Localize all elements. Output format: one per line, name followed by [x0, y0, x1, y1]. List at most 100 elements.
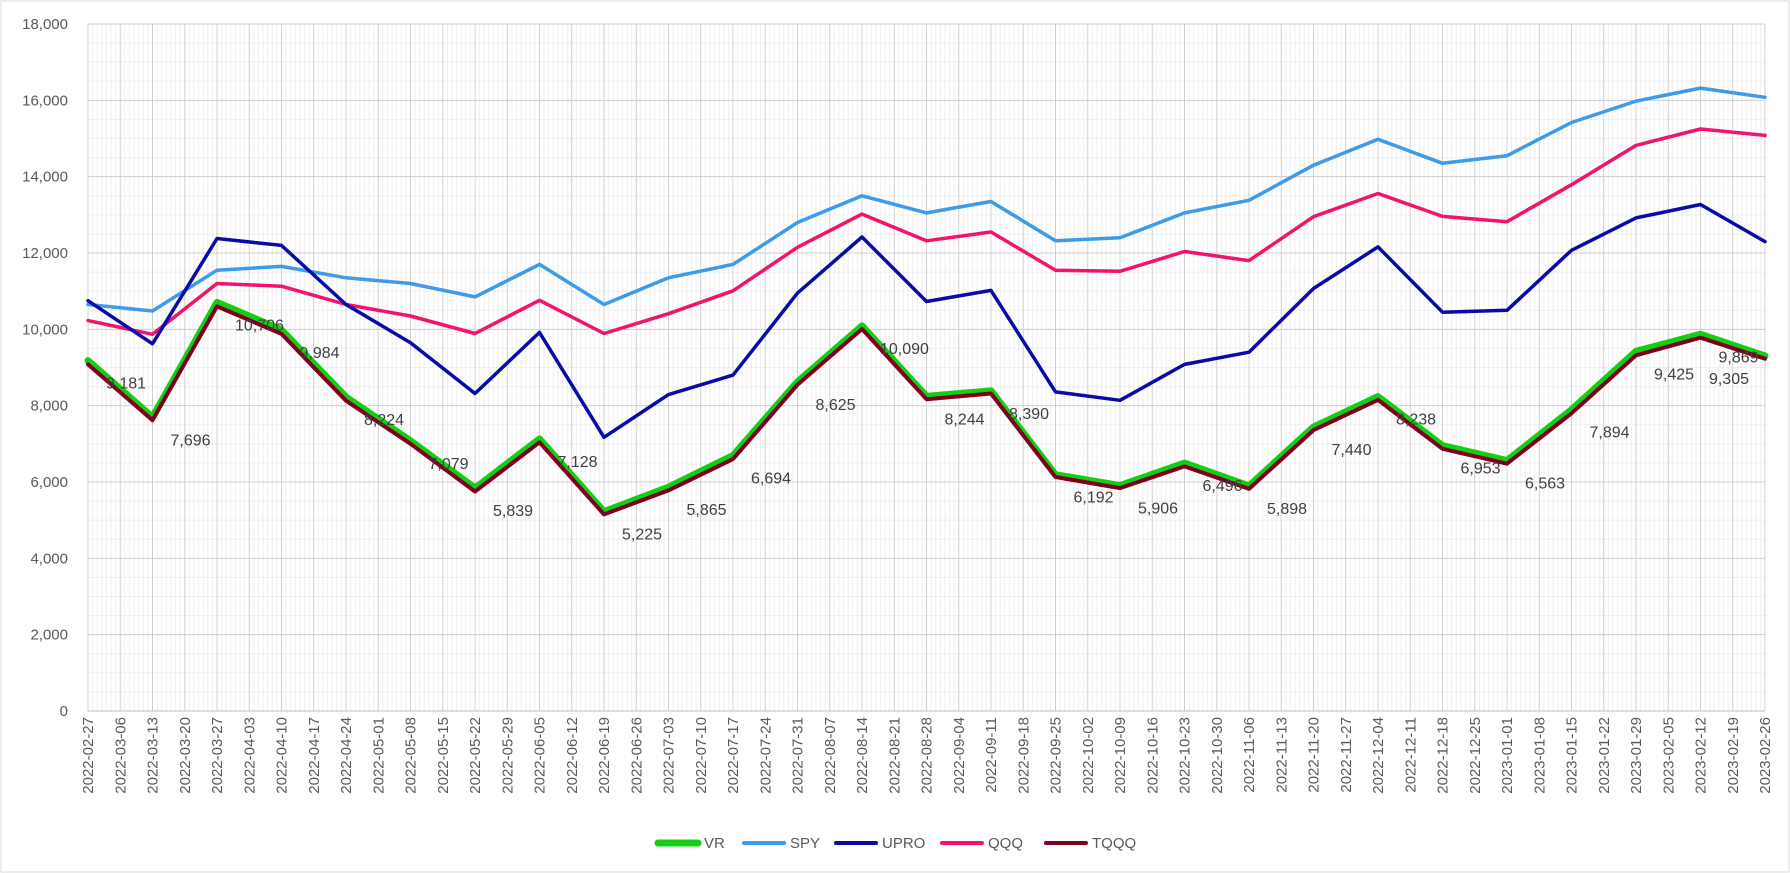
- x-tick-label: 2022-07-17: [725, 717, 742, 794]
- x-tick-label: 2023-01-22: [1596, 717, 1613, 794]
- x-tick-label: 2023-02-12: [1693, 717, 1710, 794]
- data-label: 8,244: [945, 411, 985, 428]
- x-tick-label: 2022-08-07: [822, 717, 839, 794]
- x-tick-label: 2022-04-24: [338, 717, 355, 794]
- x-tick-label: 2022-05-08: [403, 717, 420, 794]
- y-tick-label: 0: [60, 703, 68, 720]
- x-tick-label: 2022-12-04: [1370, 717, 1387, 794]
- data-label: 6,563: [1525, 476, 1565, 493]
- data-label: 5,906: [1138, 501, 1178, 518]
- data-label: 7,894: [1590, 425, 1630, 442]
- data-label: 5,225: [622, 527, 662, 544]
- x-tick-label: 2022-08-21: [886, 717, 903, 794]
- data-label: 6,694: [751, 471, 791, 488]
- x-tick-label: 2023-02-19: [1725, 717, 1742, 794]
- x-tick-label: 2022-07-24: [757, 717, 774, 794]
- x-tick-label: 2022-03-13: [145, 717, 162, 794]
- y-tick-label: 6,000: [30, 474, 68, 491]
- data-label: 9,869: [1719, 349, 1759, 366]
- x-tick-label: 2022-09-25: [1048, 717, 1065, 794]
- series-line-qqq: [86, 127, 1767, 337]
- series-line-tqqq: [86, 304, 1767, 517]
- x-tick-label: 2022-10-16: [1144, 717, 1161, 794]
- series-line-upro: [86, 202, 1767, 440]
- x-tick-label: 2022-10-23: [1177, 717, 1194, 794]
- y-tick-label: 12,000: [22, 245, 68, 262]
- data-label: 6,953: [1461, 461, 1501, 478]
- x-tick-label: 2022-10-09: [1112, 717, 1129, 794]
- x-tick-label: 2022-09-11: [983, 717, 1000, 793]
- x-tick-label: 2022-05-29: [499, 717, 516, 794]
- x-tick-label: 2022-06-05: [532, 717, 549, 794]
- data-label: 8,238: [1396, 412, 1436, 429]
- x-tick-label: 2023-02-26: [1757, 717, 1774, 794]
- legend-label: TQQQ: [1092, 835, 1136, 852]
- x-tick-label: 2022-12-18: [1435, 717, 1452, 794]
- x-tick-label: 2023-01-29: [1628, 717, 1645, 794]
- y-tick-label: 18,000: [22, 16, 68, 33]
- series-line-spy: [86, 86, 1767, 313]
- data-label: 9,425: [1654, 366, 1694, 383]
- x-tick-label: 2023-01-15: [1564, 717, 1581, 794]
- legend-label: QQQ: [988, 835, 1023, 852]
- x-tick-label: 2022-04-10: [274, 717, 291, 794]
- x-tick-label: 2022-11-27: [1338, 717, 1355, 793]
- legend-label: VR: [704, 835, 725, 852]
- x-tick-label: 2022-06-12: [564, 717, 581, 794]
- data-label: 5,865: [687, 502, 727, 519]
- data-label: 9,305: [1709, 371, 1749, 388]
- x-tick-label: 2022-12-11: [1402, 717, 1419, 793]
- y-tick-label: 10,000: [22, 321, 68, 338]
- x-tick-label: 2022-07-10: [693, 717, 710, 794]
- series-lines: [84, 86, 1769, 517]
- x-tick-label: 2022-05-15: [435, 717, 452, 794]
- y-tick-label: 14,000: [22, 169, 68, 186]
- data-label: 8,625: [816, 397, 856, 414]
- x-tick-label: 2022-05-01: [370, 717, 387, 794]
- x-tick-label: 2022-10-30: [1209, 717, 1226, 794]
- data-label: 8,390: [1009, 406, 1049, 423]
- x-tick-label: 2022-10-02: [1080, 717, 1097, 794]
- data-label: 5,898: [1267, 501, 1307, 518]
- x-tick-label: 2023-01-01: [1499, 717, 1516, 794]
- x-tick-label: 2022-07-03: [661, 717, 678, 794]
- minor-gridlines: [88, 24, 1765, 711]
- x-tick-label: 2023-02-05: [1660, 717, 1677, 794]
- data-label: 10,090: [880, 341, 929, 358]
- y-tick-label: 2,000: [30, 627, 68, 644]
- data-label: 7,696: [171, 432, 211, 449]
- data-label: 7,079: [429, 456, 469, 473]
- data-label: 10,706: [235, 317, 284, 334]
- x-tick-label: 2022-04-03: [241, 717, 258, 794]
- x-tick-label: 2022-06-26: [628, 717, 645, 794]
- x-tick-label: 2022-07-31: [790, 717, 807, 794]
- y-tick-label: 4,000: [30, 550, 68, 567]
- legend-label: UPRO: [882, 835, 925, 852]
- data-labels: 9,181 7,696 10,706 9,984 8,224 7,079 5,839 7,12…: [106, 317, 1759, 543]
- y-axis: 0 2,000 4,000 6,000 8,000 10,000 12,000 14,000 1…: [22, 16, 68, 720]
- x-tick-label: 2022-11-06: [1241, 717, 1258, 793]
- x-tick-label: 2022-08-28: [919, 717, 936, 794]
- legend: VR SPY UPRO QQQ TQQQ: [654, 835, 1136, 852]
- y-tick-label: 16,000: [22, 92, 68, 109]
- legend-item-upro: UPRO: [834, 835, 925, 852]
- x-tick-label: 2022-02-27: [80, 717, 97, 794]
- legend-item-vr: VR: [654, 835, 725, 852]
- x-tick-label: 2022-06-19: [596, 717, 613, 794]
- x-tick-label: 2022-03-27: [209, 717, 226, 794]
- data-label: 6,192: [1074, 490, 1114, 507]
- y-tick-label: 8,000: [30, 398, 68, 415]
- data-label: 9,181: [106, 376, 146, 393]
- x-tick-label: 2022-03-06: [112, 717, 129, 794]
- data-label: 5,839: [493, 503, 533, 520]
- legend-item-tqqq: TQQQ: [1044, 835, 1136, 852]
- x-tick-label: 2022-08-14: [854, 717, 871, 794]
- data-label: 6,496: [1203, 478, 1243, 495]
- major-gridlines: [87, 23, 1766, 712]
- x-tick-label: 2022-09-04: [951, 717, 968, 794]
- legend-item-qqq: QQQ: [940, 835, 1023, 852]
- x-tick-label: 2022-11-13: [1273, 717, 1290, 793]
